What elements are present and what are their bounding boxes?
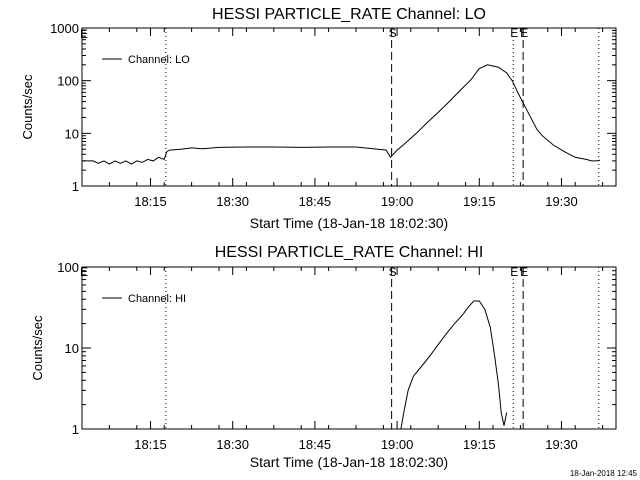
x-tick-label-hi: 19:15	[463, 437, 496, 452]
x-tick-label-lo: 18:45	[299, 194, 332, 209]
x-tick-label-hi: 19:30	[545, 437, 578, 452]
x-tick-label-lo: 19:30	[545, 194, 578, 209]
y-tick-label-lo: 10	[65, 126, 79, 141]
legend-label-lo: Channel: LO	[128, 54, 190, 66]
y-tick-label-lo: 1	[72, 179, 79, 194]
panel-lo: HESSI PARTICLE_RATE Channel: LO Counts/s…	[20, 6, 617, 231]
x-tick-label-hi: 18:45	[299, 437, 332, 452]
footer-timestamp: 18-Jan-2018 12:45	[570, 469, 638, 478]
event-marker-label-hi: S	[389, 265, 397, 279]
x-tick-label-lo: 19:15	[463, 194, 496, 209]
plot-frame-hi	[81, 266, 617, 430]
y-tick-label-lo: 100	[57, 74, 79, 89]
y-axis-label-lo: Counts/sec	[20, 74, 35, 140]
legend-label-hi: Channel: HI	[128, 293, 186, 305]
plot-frame-lo	[81, 27, 617, 187]
series-line-lo	[82, 64, 601, 165]
x-axis-label-lo: Start Time (18-Jan-18 18:02:30)	[250, 215, 448, 231]
chart-title-hi: HESSI PARTICLE_RATE Channel: HI	[215, 244, 484, 261]
x-tick-label-lo: 18:30	[216, 194, 249, 209]
x-tick-label-lo: 18:15	[134, 194, 167, 209]
x-tick-label-lo: 19:00	[381, 194, 414, 209]
event-marker-label-lo: E	[520, 26, 528, 40]
series-line-hi	[400, 300, 508, 429]
event-marker-label-hi: E	[510, 265, 518, 279]
x-axis-label-hi: Start Time (18-Jan-18 18:02:30)	[250, 454, 448, 470]
chart-title-lo: HESSI PARTICLE_RATE Channel: LO	[212, 6, 486, 23]
panel-lo-marks: 18:15 18:30 18:45 19:00 19:15 19:30 1 10 100 1000…	[50, 21, 616, 209]
x-tick-label-hi: 19:00	[381, 437, 414, 452]
y-tick-label-hi: 10	[65, 341, 79, 356]
y-tick-label-hi: 100	[57, 260, 79, 275]
y-tick-label-lo: 1000	[50, 21, 79, 36]
y-tick-label-hi: 1	[72, 422, 79, 437]
corner-letter-hi: E	[80, 265, 88, 279]
panel-hi: HESSI PARTICLE_RATE Channel: HI Counts/s…	[30, 244, 617, 470]
x-tick-label-hi: 18:15	[134, 437, 167, 452]
x-tick-label-hi: 18:30	[216, 437, 249, 452]
corner-letter-lo: E	[80, 27, 88, 41]
event-marker-label-hi: E	[520, 265, 528, 279]
y-axis-label-hi: Counts/sec	[30, 315, 45, 381]
event-marker-label-lo: S	[389, 26, 397, 40]
event-marker-label-lo: E	[510, 26, 518, 40]
